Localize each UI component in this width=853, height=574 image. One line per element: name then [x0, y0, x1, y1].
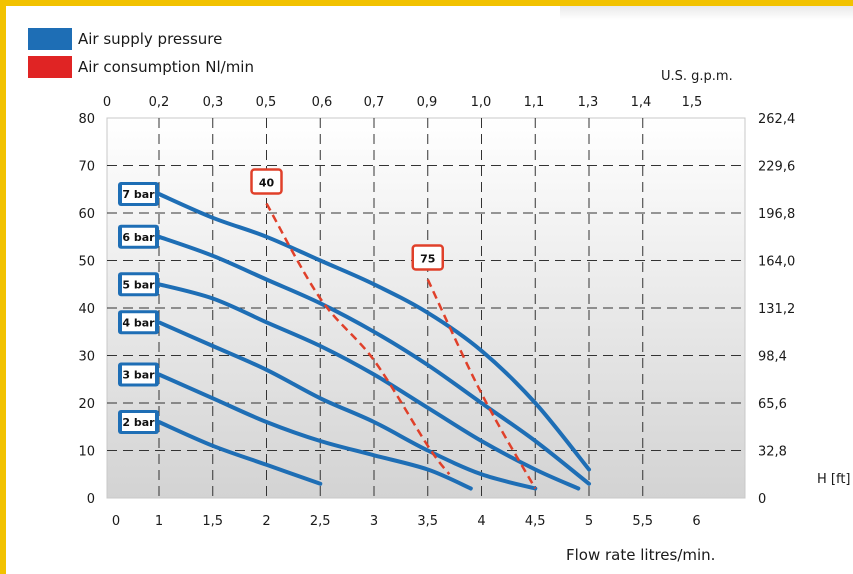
consumption-label-text: 75: [420, 253, 435, 266]
pressure-label-box: 7 bar: [118, 182, 159, 206]
y-right-tick-label: 262,4: [758, 112, 795, 127]
x-tick-label: 2,5: [310, 514, 331, 529]
consumption-label-box: 75: [411, 244, 444, 271]
pressure-curve: [157, 234, 591, 486]
x-top-tick-label: 1,0: [471, 95, 492, 110]
pressure-label-box: 5 bar: [118, 272, 159, 297]
pressure-curve: [157, 192, 591, 472]
x-tick-label: 4,5: [525, 514, 546, 529]
x-top-tick-label: 1,1: [524, 95, 545, 110]
y-right-tick-label: 65,6: [758, 397, 787, 412]
x-top-tick-label: 0: [103, 95, 111, 110]
y-right-tick-label: 131,2: [758, 302, 795, 317]
x-tick-label: 1,5: [202, 514, 223, 529]
pressure-curve: [157, 420, 323, 486]
y-right-tick-label: 32,8: [758, 445, 787, 460]
pressure-label-fill: [122, 185, 155, 203]
y-right-tick-label: 0: [758, 492, 766, 507]
pressure-label-fill: [122, 313, 155, 332]
x-top-tick-label: 0,3: [203, 95, 224, 110]
legend-label-consumption: Air consumption Nl/min: [78, 58, 254, 76]
consumption-curve: [265, 202, 451, 476]
x-tick-label: 0: [112, 514, 120, 529]
pressure-label-fill: [122, 275, 155, 294]
x-top-tick-label: 0,2: [149, 95, 170, 110]
x-tick-label: 4: [477, 514, 485, 529]
consumption-label-box: 40: [250, 168, 283, 195]
right-axis-unit-label: H [ft]: [817, 472, 851, 487]
y-tick-label: 20: [78, 397, 95, 412]
pressure-label-text: 6 bar: [122, 231, 155, 244]
top-axis-unit-label: U.S. g.p.m.: [661, 69, 733, 84]
consumption-label-frame: [250, 168, 283, 195]
pressure-label-text: 5 bar: [122, 278, 155, 291]
y-tick-label: 70: [78, 160, 95, 175]
pressure-label-fill: [122, 413, 155, 431]
pressure-label-text: 3 bar: [122, 369, 155, 382]
pressure-label-box: 2 bar: [118, 410, 159, 434]
series-label-layer: 2 bar 3 bar 4 bar 5 bar 6 bar 7 bar 40 75: [118, 168, 444, 434]
tick-label-layer: 0 010 32,820 65,630 98,440 131,250 164,060 196,…: [78, 95, 795, 529]
x-tick-label: 6: [692, 514, 700, 529]
x-tick-label: 3,5: [417, 514, 438, 529]
pressure-label-box: 4 bar: [118, 310, 159, 335]
y-tick-label: 10: [78, 445, 95, 460]
y-tick-label: 60: [78, 207, 95, 222]
x-tick-label: 2: [262, 514, 270, 529]
pressure-curve: [157, 372, 473, 491]
y-tick-label: 40: [78, 302, 95, 317]
pressure-label-fill: [122, 227, 155, 246]
x-axis-title: Flow rate litres/min.: [566, 546, 715, 564]
y-right-tick-label: 196,8: [758, 207, 795, 222]
x-top-tick-label: 0,5: [256, 95, 277, 110]
y-tick-label: 80: [78, 112, 95, 127]
x-top-tick-label: 0,6: [312, 95, 333, 110]
legend-swatch-consumption: [28, 56, 72, 78]
consumption-label-frame: [411, 244, 444, 271]
x-tick-label: 5,5: [632, 514, 653, 529]
decorative-header-fade: [560, 6, 853, 20]
legend-swatch-pressure: [28, 28, 72, 50]
x-top-tick-label: 1,3: [578, 95, 599, 110]
series-layer: [157, 192, 591, 491]
pressure-curve: [157, 282, 581, 491]
consumption-curve: [426, 278, 537, 490]
pressure-curve: [157, 320, 538, 491]
x-top-tick-label: 0,7: [364, 95, 385, 110]
x-top-tick-label: 1,5: [682, 95, 703, 110]
x-tick-label: 1: [155, 514, 163, 529]
legend-item-consumption: Air consumption Nl/min: [28, 56, 254, 78]
pressure-label-text: 7 bar: [122, 188, 155, 201]
pressure-label-text: 2 bar: [122, 416, 155, 429]
y-right-tick-label: 98,4: [758, 350, 787, 365]
y-right-tick-label: 164,0: [758, 255, 795, 270]
x-tick-label: 5: [585, 514, 593, 529]
consumption-label-text: 40: [259, 177, 275, 190]
pressure-label-fill: [122, 365, 155, 384]
y-tick-label: 30: [78, 350, 95, 365]
legend-label-pressure: Air supply pressure: [78, 30, 223, 48]
pressure-label-box: 6 bar: [118, 224, 159, 249]
y-right-tick-label: 229,6: [758, 160, 795, 175]
y-tick-label: 0: [87, 492, 95, 507]
legend-item-pressure: Air supply pressure: [28, 28, 222, 50]
grid-lines: [107, 118, 745, 498]
pressure-label-text: 4 bar: [122, 316, 155, 329]
y-tick-label: 50: [78, 255, 95, 270]
pressure-label-box: 3 bar: [118, 362, 159, 387]
x-tick-label: 3: [370, 514, 378, 529]
x-top-tick-label: 0,9: [417, 95, 438, 110]
x-top-tick-label: 1,4: [631, 95, 652, 110]
